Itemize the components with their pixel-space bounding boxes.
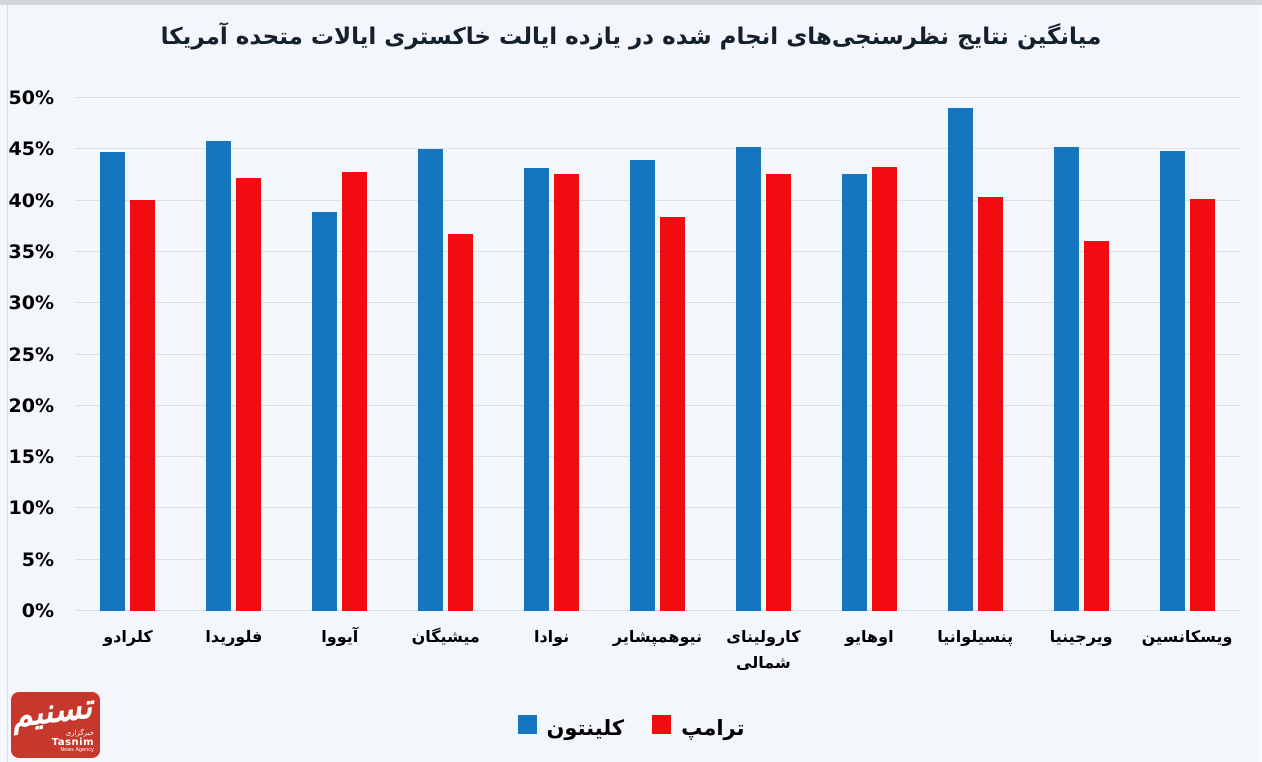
bar-clinton-3 <box>418 149 444 611</box>
plot-area <box>75 97 1240 611</box>
bar-group-1 <box>181 98 287 611</box>
y-tick-label: 25% <box>8 343 54 366</box>
y-tick-label: 5% <box>21 548 54 571</box>
bar-group-10 <box>1134 98 1240 611</box>
right-border-strip <box>1259 5 1262 762</box>
y-tick-label: 15% <box>8 446 54 469</box>
gridline-25% <box>75 353 1240 355</box>
bar-clinton-8 <box>947 108 973 611</box>
gridline-35% <box>75 250 1240 252</box>
bar-group-8 <box>922 98 1028 611</box>
x-axis-label-10: ویسکانسین <box>1141 627 1233 646</box>
bar-group-0 <box>75 98 181 611</box>
bar-group-2 <box>287 98 393 611</box>
bar-clinton-6 <box>735 147 761 611</box>
gridline-45% <box>75 148 1240 150</box>
bar-trump-0 <box>130 199 156 611</box>
bar-trump-8 <box>977 196 1003 611</box>
bar-trump-2 <box>342 171 368 611</box>
legend-label-trump: ترامپ <box>681 716 745 740</box>
y-tick-label: 20% <box>8 394 54 417</box>
bars-layer <box>75 98 1240 611</box>
tasnim-logo-text: خبرگزاری Tasnim News Agency <box>52 729 94 754</box>
legend-item-clinton: کلینتون <box>517 714 625 742</box>
legend-swatch-clinton <box>517 714 537 734</box>
chart-title: میانگین نتایج نظرسنجی‌های انجام شده در ی… <box>160 24 1102 50</box>
gridline-20% <box>75 404 1240 406</box>
legend: کلینتون ترامپ <box>0 702 1262 754</box>
bar-clinton-4 <box>524 167 550 611</box>
bar-clinton-1 <box>206 141 232 611</box>
tasnim-logo: تسنیم خبرگزاری Tasnim News Agency <box>11 692 100 758</box>
y-tick-label: 35% <box>8 240 54 263</box>
bar-clinton-0 <box>100 152 126 611</box>
x-axis-label-1: فلوریدا <box>205 627 263 646</box>
gridline-30% <box>75 302 1240 304</box>
bar-group-3 <box>393 98 499 611</box>
y-tick-label: 30% <box>8 292 54 315</box>
x-axis-label-3: میشیگان <box>411 627 480 646</box>
x-axis-label-7: اوهایو <box>845 627 894 646</box>
bar-group-9 <box>1028 98 1134 611</box>
y-axis: 0% 5% 10% 15% 20% 25% 30% 35% 40% 45% 50% <box>0 87 58 622</box>
tasnim-tagline-en: News Agency <box>60 747 94 754</box>
bar-group-7 <box>816 98 922 611</box>
legend-label-clinton: کلینتون <box>546 716 625 740</box>
x-axis-label-0: کلرادو <box>103 627 153 646</box>
y-tick-label: 50% <box>8 87 54 109</box>
tasnim-agency-fa: خبرگزاری <box>65 728 94 737</box>
bar-trump-10 <box>1189 198 1215 611</box>
bar-trump-1 <box>236 178 262 611</box>
x-axis-label-2: آیووا <box>321 627 359 646</box>
left-border-line <box>7 5 8 762</box>
gridline-50% <box>75 97 1240 98</box>
bar-clinton-5 <box>629 159 655 611</box>
y-tick-label: 0% <box>21 600 54 622</box>
x-axis-label-4: نوادا <box>533 627 570 646</box>
bar-trump-3 <box>448 234 474 611</box>
x-axis-label-6: کارولینای شمالی <box>726 627 801 673</box>
bar-group-4 <box>499 98 605 611</box>
x-axis-labels: کلرادو فلوریدا آیووا میشیگان نوادا نیوهمپشایر… <box>75 624 1240 677</box>
bar-trump-9 <box>1083 240 1109 611</box>
bar-trump-7 <box>871 166 897 611</box>
y-tick-label: 40% <box>8 189 54 212</box>
y-tick-label: 45% <box>8 138 54 161</box>
bar-clinton-7 <box>841 173 867 611</box>
x-axis-label-9: ویرجینیا <box>1049 627 1113 646</box>
bar-clinton-9 <box>1053 147 1079 611</box>
bar-trump-6 <box>765 173 791 611</box>
bar-clinton-2 <box>312 211 338 611</box>
bar-group-6 <box>710 98 816 611</box>
x-axis-label-5: نیوهمپشایر <box>612 627 703 646</box>
gridline-0% <box>75 610 1240 611</box>
gridline-40% <box>75 199 1240 201</box>
tasnim-brand-en: Tasnim <box>51 736 94 748</box>
bar-clinton-10 <box>1159 151 1185 611</box>
x-axis-label-8: پنسیلوانیا <box>937 627 1014 646</box>
legend-swatch-trump <box>652 714 672 734</box>
bar-group-5 <box>605 98 711 611</box>
y-tick-label: 10% <box>8 497 54 520</box>
bar-trump-5 <box>659 217 685 611</box>
gridline-15% <box>75 456 1240 458</box>
legend-item-trump: ترامپ <box>652 714 745 742</box>
gridline-10% <box>75 507 1240 509</box>
bar-trump-4 <box>554 173 580 611</box>
gridline-5% <box>75 558 1240 560</box>
top-border-band <box>0 0 1262 5</box>
